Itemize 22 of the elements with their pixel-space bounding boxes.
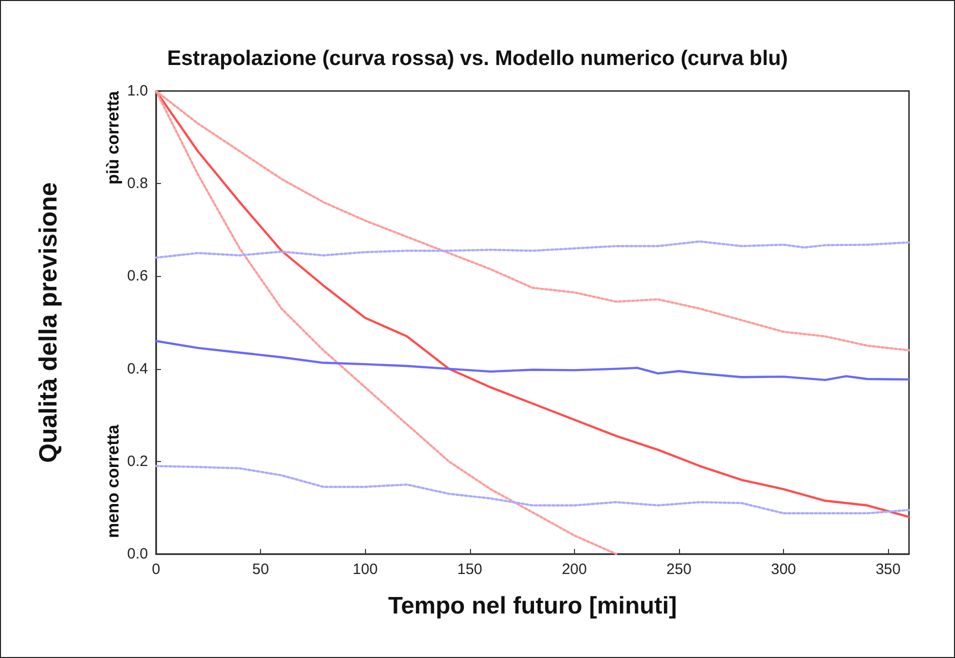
text: meno corretta [104, 424, 122, 538]
x-tick-label: 100 [352, 561, 378, 578]
y-tick-label: 0.6 [127, 268, 148, 285]
y-tick-label: 0.8 [127, 175, 148, 192]
chart-title: Estrapolazione (curva rossa) vs. Modello numerico (curva blu) [167, 47, 788, 70]
y-tick-label: 0.4 [127, 360, 148, 378]
x-tick-label: 250 [666, 561, 692, 578]
line-series [154, 340, 910, 382]
y-tick-label: 1.0 [127, 82, 148, 100]
y-tick-label: 0.0 [127, 546, 148, 562]
x-tick-label: 0 [152, 561, 160, 578]
x-tick-label: 300 [770, 561, 796, 578]
line-series [154, 240, 910, 259]
line-series [154, 464, 910, 514]
x-axis-title: Tempo nel futuro [minuti] [388, 592, 677, 620]
x-tick-label: 50 [252, 561, 269, 578]
y-tick-label: 0.2 [127, 452, 148, 470]
x-tick-label: 200 [562, 561, 587, 578]
text: più corretta [104, 90, 122, 185]
y-axis-title: Qualità della previsione [34, 182, 62, 463]
x-tick-label: 150 [457, 561, 482, 578]
x-tick-label: 350 [876, 561, 901, 578]
